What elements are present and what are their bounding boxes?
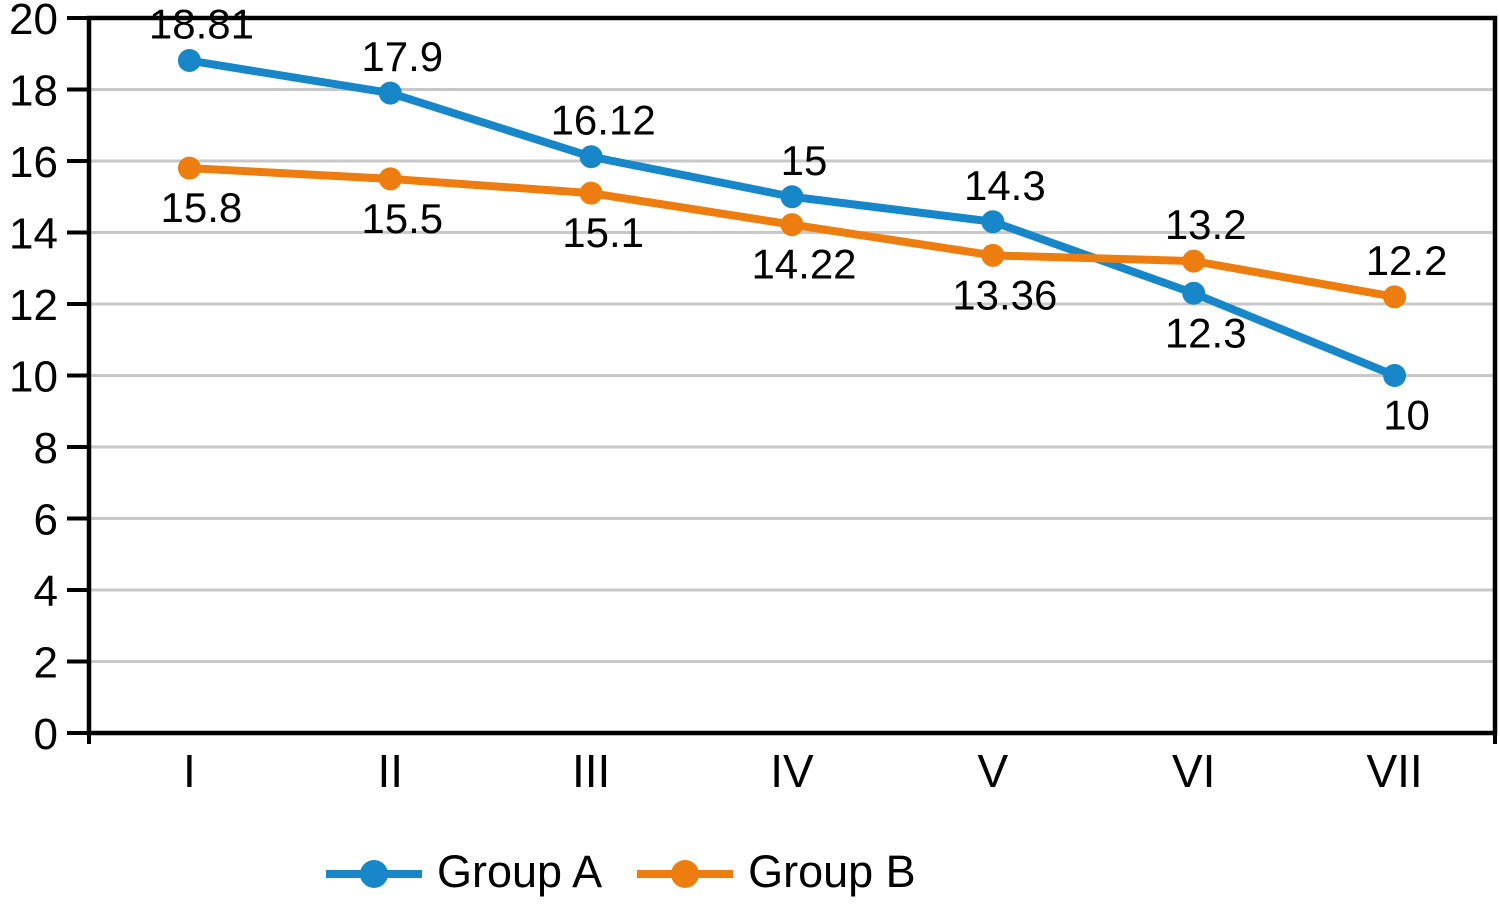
data-label: 13.36 <box>952 271 1057 318</box>
data-label: 14.3 <box>964 162 1046 209</box>
legend-item-group-a: Group A <box>325 849 602 898</box>
x-tick-label: VI <box>1172 745 1215 797</box>
data-point <box>579 145 603 169</box>
y-tick-label: 20 <box>9 0 58 44</box>
data-point <box>177 156 201 180</box>
data-label: 15.8 <box>161 184 243 231</box>
data-label: 15.1 <box>562 209 644 256</box>
y-tick-label: 10 <box>9 353 58 402</box>
y-tick-label: 6 <box>34 496 58 545</box>
legend-label-group-a: Group A <box>437 846 603 897</box>
data-point <box>579 181 603 205</box>
y-tick-label: 16 <box>9 138 58 187</box>
data-point <box>780 185 804 209</box>
data-point <box>1383 364 1407 387</box>
line-marker-icon <box>325 859 423 889</box>
y-tick-label: 14 <box>9 210 58 259</box>
data-label: 16.12 <box>551 97 656 144</box>
data-point <box>981 210 1005 234</box>
x-tick-label: VII <box>1366 745 1422 797</box>
data-label: 15 <box>781 137 828 184</box>
data-label: 13.2 <box>1165 201 1247 248</box>
legend: Group A Group B <box>325 849 916 898</box>
x-tick-label: IV <box>770 745 814 797</box>
data-point <box>1182 249 1206 273</box>
y-tick-label: 0 <box>34 710 58 759</box>
y-tick-label: 8 <box>34 424 58 473</box>
data-point <box>177 49 201 73</box>
data-point <box>1383 285 1407 309</box>
legend-item-group-b: Group B <box>636 849 916 898</box>
data-label: 15.5 <box>361 195 443 242</box>
data-label: 14.22 <box>751 241 856 288</box>
y-tick-label: 18 <box>9 67 58 116</box>
data-label: 18.81 <box>149 1 254 48</box>
x-tick-label: II <box>378 745 404 797</box>
x-tick-label: I <box>183 745 196 797</box>
data-label: 10 <box>1383 392 1430 439</box>
x-tick-label: III <box>572 745 610 797</box>
y-tick-label: 2 <box>34 639 58 688</box>
data-label: 12.2 <box>1366 237 1448 284</box>
line-marker-icon <box>636 859 734 889</box>
y-tick-label: 12 <box>9 281 58 330</box>
data-label: 17.9 <box>361 33 443 80</box>
x-tick-label: V <box>978 745 1009 797</box>
legend-label-group-b: Group B <box>748 846 916 897</box>
data-point <box>378 167 402 191</box>
data-point <box>981 243 1005 267</box>
data-point <box>378 81 402 105</box>
data-label: 12.3 <box>1165 309 1247 356</box>
y-tick-label: 4 <box>34 567 58 616</box>
data-point <box>1182 281 1206 305</box>
data-point <box>780 213 804 237</box>
